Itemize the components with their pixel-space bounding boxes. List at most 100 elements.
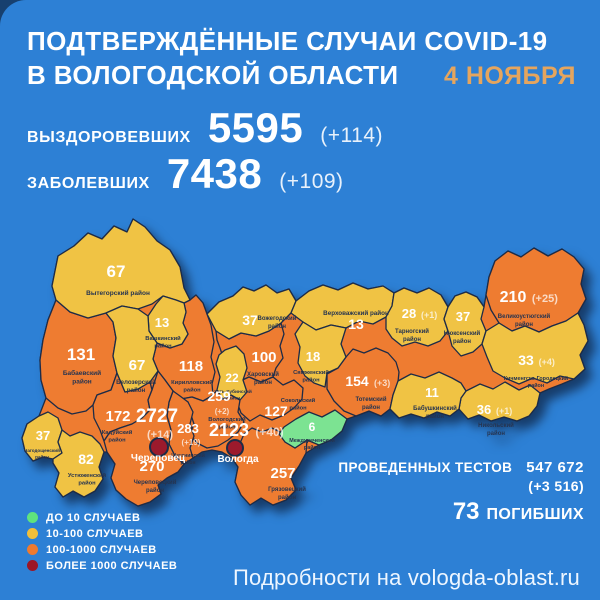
district-syamzhensky — [294, 321, 347, 388]
district-nikolsky-delta: (+1) — [496, 406, 512, 416]
district-vozhegodsky-value: 37 — [242, 312, 258, 328]
city-cherepovets-marker — [149, 437, 169, 457]
district-mezhdurechensky-label: район — [304, 444, 320, 451]
infected-row: ЗАБОЛЕВШИХ 7438 (+109) — [27, 150, 383, 198]
district-tarnogsky-value: 28 — [402, 306, 416, 321]
city-cherepovets-label: Череповец — [131, 453, 186, 464]
district-vozhegodsky-label: район — [268, 323, 286, 330]
district-vytegorsky-label: Вытегорский район — [86, 289, 150, 297]
district-kirillovsky-value: 118 — [179, 358, 203, 375]
district-vologda-delta: (+40) — [255, 425, 283, 439]
district-tarnogsky-delta: (+1) — [421, 310, 437, 320]
district-kichmengsko-value: 33 — [518, 352, 534, 368]
district-cherepovets-value: 2727 — [136, 406, 178, 427]
district-nyuksensky-label: Нюксенский — [444, 330, 481, 337]
district-mezhdurechensky — [278, 409, 348, 449]
district-vashkinsky-label: район — [154, 343, 172, 350]
district-syamzhensky-label: Сямженский — [293, 369, 329, 376]
district-vologodsky-label: район — [218, 424, 236, 431]
district-sheksninsky-label: район — [181, 459, 196, 466]
district-ustyuzhensky-value: 82 — [78, 451, 94, 467]
district-nyuksensky-value: 37 — [456, 309, 470, 324]
district-sokolsky-label: район — [289, 405, 307, 412]
district-kichmengsko-label: район — [528, 382, 544, 389]
district-totemsky-value: 154 — [345, 373, 369, 389]
district-chagodoshchensky-label: Чагодощенский — [24, 447, 60, 453]
district-cherepovetsky — [103, 370, 185, 507]
district-sheksninsky-delta: (+19) — [182, 438, 201, 447]
district-ustkubinsky-label: Усть-Кубинский — [214, 388, 252, 395]
district-ustkubinsky-value: 22 — [225, 371, 239, 385]
district-cherepovets-delta: (+14) — [147, 429, 173, 441]
infected-value: 7438 — [166, 150, 263, 197]
district-vologda-value: 2123 — [209, 420, 249, 440]
district-kharovsky-label: Харовский — [247, 371, 279, 378]
district-kirillovsky-label: район — [183, 387, 201, 394]
tests-value: 547 672 — [526, 459, 584, 476]
footer-link: Подробности на vologda-oblast.ru — [232, 565, 580, 590]
district-ustyuzhensky-label: Устюженский — [68, 472, 107, 479]
district-babushkinsky-label: район — [426, 413, 444, 420]
district-sheksninsky-label: Шекснинский — [171, 452, 205, 459]
district-ustkubinsky — [215, 345, 248, 401]
district-tarnogsky — [385, 287, 449, 347]
deaths-value: 73 — [452, 498, 480, 525]
district-babushkinsky — [389, 371, 467, 419]
district-vologodsky-delta: (+2) — [215, 407, 230, 416]
city-vologda-marker — [226, 439, 244, 457]
legend-label: 10-100 СЛУЧАЕВ — [46, 527, 144, 540]
summary-stats: ВЫЗДОРОВЕВШИХ 5595 (+114) ЗАБОЛЕВШИХ 743… — [27, 104, 383, 198]
district-babushkinsky-value: 11 — [425, 385, 439, 400]
district-syamzhensky-value: 18 — [306, 349, 320, 364]
city-vologda-label: Вологда — [217, 454, 259, 465]
district-totemsky-delta: (+3) — [374, 378, 390, 388]
tests-label: ПРОВЕДЕННЫХ ТЕСТОВ — [338, 460, 513, 475]
district-vologodsky-value: 259 — [207, 388, 231, 404]
district-kaduysky-value: 172 — [105, 408, 130, 425]
district-velikoustyugsky-value: 210 — [500, 289, 527, 306]
district-belozersky-label: Белозерский — [116, 379, 156, 386]
district-gryazovetsky-value: 257 — [270, 465, 295, 482]
district-tarnogsky-label: район — [403, 336, 421, 343]
legend: ДО 10 СЛУЧАЕВ 10-100 СЛУЧАЕВ 100-1000 СЛ… — [27, 512, 178, 572]
recovered-delta: (+114) — [320, 124, 383, 147]
tests-delta: (+3 516) — [528, 478, 584, 494]
district-tarnogsky-label: Тарногский — [395, 328, 429, 335]
district-cherepovetsky-label: Череповецкий — [134, 479, 177, 486]
district-velikoustyugsky-delta: (+25) — [532, 293, 558, 305]
district-ustyuzhensky-label: район — [78, 480, 96, 487]
legend-label: 100-1000 СЛУЧАЕВ — [46, 543, 157, 556]
district-vashkinsky-label: Вашкинский — [145, 335, 181, 342]
recovered-label: ВЫЗДОРОВЕВШИХ — [27, 129, 191, 146]
district-babaevsky-value: 131 — [67, 345, 95, 364]
district-chagodoshchensky-label: район — [35, 453, 49, 459]
infected-delta: (+109) — [279, 170, 344, 193]
district-kirillovsky-label: Кирилловский — [171, 379, 213, 386]
district-ustkubinsky-label: район — [226, 395, 240, 402]
district-velikoustyugsky-label: Великоустюгский — [498, 313, 551, 320]
district-belozersky-value: 67 — [129, 357, 146, 374]
district-totemsky-label: район — [362, 404, 380, 411]
recovered-value: 5595 — [207, 104, 304, 151]
legend-label: БОЛЕЕ 1000 СЛУЧАЕВ — [46, 559, 178, 572]
page-title-line1: ПОДТВЕРЖДЁННЫЕ СЛУЧАИ COVID-19 — [27, 26, 548, 56]
district-belozersky-label: район — [127, 387, 146, 394]
district-gryazovetsky — [231, 427, 308, 506]
legend-dot-orange — [27, 544, 38, 555]
district-vologodsky — [180, 389, 245, 449]
legend-row: БОЛЕЕ 1000 СЛУЧАЕВ — [27, 559, 178, 572]
district-kaduysky-label: район — [108, 437, 126, 444]
district-kichmengsko — [481, 312, 589, 385]
district-mezhdurechensky-label: Междуреченский — [289, 437, 335, 444]
deaths-label: ПОГИБШИХ — [486, 506, 584, 523]
district-syamzhensky-label: район — [302, 377, 320, 384]
district-gryazovetsky-label: район — [278, 494, 296, 501]
district-sokolsky — [235, 376, 304, 422]
district-belozersky — [105, 305, 159, 393]
legend-dot-green — [27, 512, 38, 523]
date-label: 4 НОЯБРЯ — [444, 62, 576, 90]
infected-label: ЗАБОЛЕВШИХ — [27, 175, 150, 192]
district-gryazovetsky-label: Грязовецкий — [268, 486, 306, 493]
district-vologodsky-label: Вологодский — [208, 416, 246, 423]
